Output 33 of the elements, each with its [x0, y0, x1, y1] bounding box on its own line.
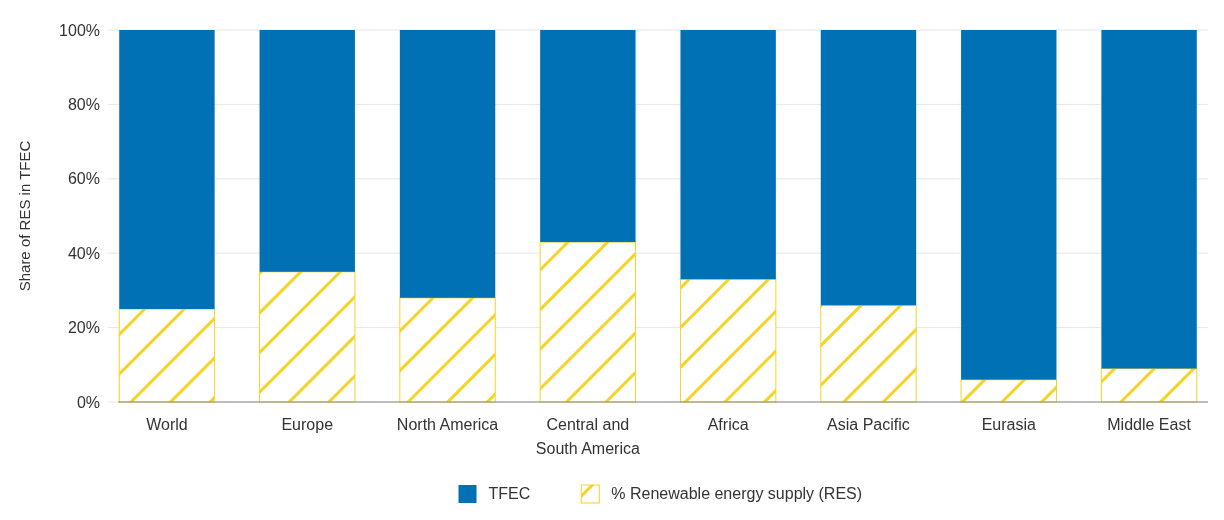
- bar: [540, 30, 636, 243]
- bar: [118, 308, 216, 403]
- y-tick-label: 60%: [67, 170, 100, 188]
- x-tick-label: Europe: [281, 416, 334, 433]
- legend-label: % Renewable energy supply (RES): [611, 485, 863, 502]
- x-tick-label: Middle East: [1107, 416, 1192, 433]
- y-tick-label: 0%: [76, 393, 100, 411]
- x-tick-label: Central and South America: [535, 416, 640, 457]
- y-axis-title: Share of RES in TFEC: [16, 140, 33, 292]
- bar: [1100, 368, 1198, 403]
- y-tick-label: 40%: [67, 244, 100, 262]
- bar: [960, 379, 1057, 403]
- bar: [259, 271, 356, 403]
- x-tick-label: Asia Pacific: [827, 416, 910, 433]
- bar: [119, 30, 215, 309]
- y-tick-label: 80%: [67, 96, 100, 113]
- bar: [680, 30, 776, 280]
- y-tick-label: 100%: [59, 21, 100, 39]
- y-tick-label: 20%: [67, 319, 100, 337]
- x-tick-label: Eurasia: [981, 416, 1036, 433]
- bar: [679, 278, 777, 403]
- x-tick-label: World: [146, 416, 188, 433]
- x-tick-label: North America: [396, 416, 499, 433]
- bar: [1101, 30, 1197, 369]
- bar: [820, 304, 917, 403]
- bar: [259, 30, 355, 272]
- bar: [961, 30, 1057, 380]
- legend-label: TFEC: [488, 485, 531, 502]
- bar: [820, 30, 917, 306]
- bar: [399, 30, 496, 298]
- bar: [399, 297, 496, 403]
- bar: [539, 241, 637, 403]
- x-tick-label: Africa: [707, 416, 749, 433]
